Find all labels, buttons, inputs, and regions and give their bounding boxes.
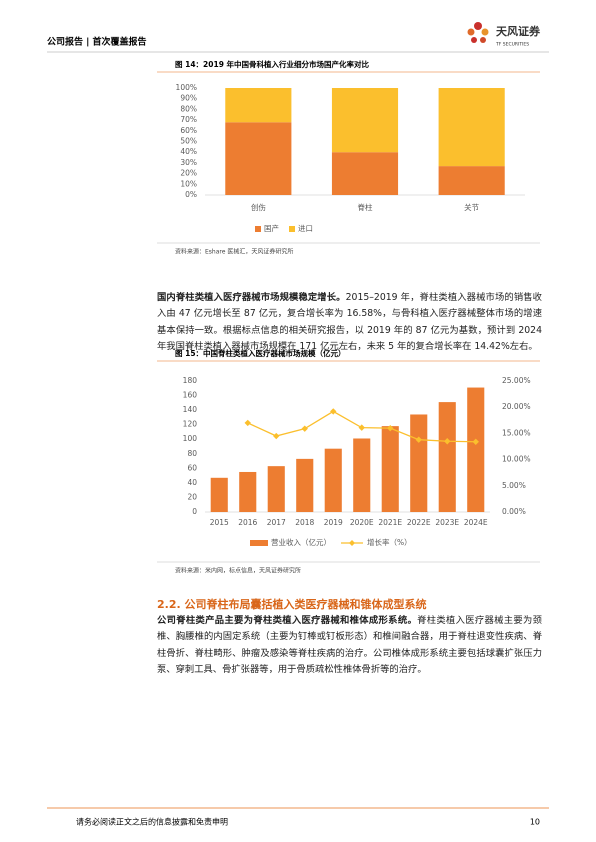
y-tick-label: 160 — [183, 391, 198, 400]
line-marker — [387, 424, 394, 432]
legend-label: 增长率（%） — [367, 537, 412, 547]
x-tick-label: 关节 — [464, 202, 479, 212]
line-marker — [358, 424, 365, 431]
x-tick-label: 2022E — [407, 518, 431, 527]
legend-swatch — [289, 226, 295, 232]
y-tick-label: 20 — [187, 492, 197, 501]
y-tick-label: 100% — [176, 83, 197, 92]
y-tick-label: 40% — [180, 147, 197, 156]
line-marker — [244, 419, 251, 427]
paragraph: 公司脊柱类产品主要为脊柱类植入医疗器械和椎体成形系统。脊柱类植入医疗器械主要为颈… — [157, 613, 542, 678]
figure-source: 资料来源：米内网，标点信息，天风证券研究所 — [175, 567, 301, 575]
bar — [438, 402, 456, 512]
x-tick-label: 2021E — [378, 518, 402, 527]
bar — [467, 387, 485, 512]
bar — [381, 426, 399, 512]
line-marker — [330, 408, 337, 415]
logo-text: 天风证券 — [496, 24, 541, 38]
line-marker — [301, 425, 308, 432]
x-tick-label: 2017 — [267, 518, 286, 527]
bar — [296, 458, 314, 512]
y-tick-label: 140 — [183, 405, 198, 414]
bar — [410, 414, 428, 512]
legend-swatch — [250, 540, 268, 546]
y2-tick-label: 0.00% — [502, 507, 526, 516]
paragraph-body: 脊柱类植入医疗器械主要为颈椎、胸腰椎的内固定系统（主要为钉棒或钉板形态）和椎间融… — [157, 615, 542, 675]
bar — [267, 466, 285, 512]
paragraph: 国内脊柱类植入医疗器械市场规模稳定增长。2015–2019 年，脊柱类植入器械市… — [157, 290, 542, 355]
x-tick-label: 2024E — [464, 518, 488, 527]
page-number: 10 — [530, 818, 540, 827]
y2-tick-label: 25.00% — [502, 376, 531, 385]
paragraph-lead: 国内脊柱类植入医疗器械市场规模稳定增长。 — [157, 292, 346, 303]
footer-disclaimer: 请务必阅读正文之后的信息披露和免责申明 — [76, 817, 228, 827]
y-tick-label: 40 — [187, 478, 197, 487]
logo-icon — [467, 22, 489, 43]
legend-swatch — [255, 226, 261, 232]
y-tick-label: 90% — [180, 94, 197, 103]
bar — [438, 88, 505, 167]
bar — [438, 166, 505, 195]
x-tick-label: 2020E — [350, 518, 374, 527]
bar — [353, 438, 371, 512]
header-title: 公司报告 | 首次覆盖报告 — [47, 36, 147, 48]
figure-source: 资料来源：Eshare 医械汇，天风证券研究所 — [175, 248, 293, 256]
y-tick-label: 80 — [187, 449, 197, 458]
x-tick-label: 2018 — [295, 518, 314, 527]
legend-label: 进口 — [298, 224, 313, 233]
line-marker — [472, 438, 479, 445]
figure-title: 图 15：中国脊柱类植入医疗器械市场规模（亿元） — [175, 348, 346, 358]
y-tick-label: 100 — [183, 434, 198, 443]
paragraph-body: 2015–2019 年，脊柱类植入器械市场的销售收入由 47 亿元增长至 87 … — [157, 292, 542, 352]
y-tick-label: 80% — [180, 104, 197, 113]
line-marker — [415, 436, 422, 443]
y2-tick-label: 15.00% — [502, 428, 531, 437]
legend-swatch — [349, 540, 355, 546]
y-tick-label: 20% — [180, 169, 197, 178]
bar — [210, 477, 228, 512]
bar — [331, 152, 399, 195]
y-tick-label: 60 — [187, 463, 197, 472]
y-tick-label: 70% — [180, 115, 197, 124]
y-tick-label: 0% — [185, 190, 197, 199]
section-title: 2.2. 公司脊柱布局囊括植入类医疗器械和锥体成型系统 — [157, 598, 427, 611]
y-tick-label: 60% — [180, 126, 197, 135]
y-tick-label: 180 — [183, 376, 198, 385]
bar — [225, 88, 292, 123]
y-tick-label: 10% — [180, 179, 197, 188]
y-tick-label: 0 — [192, 507, 197, 516]
y-tick-label: 120 — [183, 420, 198, 429]
paragraph-lead: 公司脊柱类产品主要为脊柱类植入医疗器械和椎体成形系统。 — [157, 615, 418, 626]
x-tick-label: 2016 — [238, 518, 257, 527]
y2-tick-label: 5.00% — [502, 481, 526, 490]
y2-tick-label: 20.00% — [502, 402, 531, 411]
y-tick-label: 50% — [180, 137, 197, 146]
x-tick-label: 脊柱 — [358, 202, 373, 212]
legend-label: 营业收入（亿元） — [271, 537, 331, 547]
bar — [331, 88, 399, 153]
bar — [225, 122, 292, 195]
bar — [324, 448, 342, 512]
x-tick-label: 2019 — [324, 518, 343, 527]
figure-title: 图 14：2019 年中国骨科植入行业细分市场国产化率对比 — [175, 59, 370, 69]
line-marker — [444, 438, 451, 445]
logo-en: TF SECURITIES — [495, 42, 529, 48]
x-tick-label: 创伤 — [251, 202, 266, 212]
legend-label: 国产 — [264, 223, 279, 233]
x-tick-label: 2023E — [435, 518, 459, 527]
bar — [239, 471, 257, 512]
line-marker — [273, 432, 280, 440]
y-tick-label: 30% — [180, 158, 197, 167]
y2-tick-label: 10.00% — [502, 455, 531, 464]
x-tick-label: 2015 — [210, 518, 229, 527]
